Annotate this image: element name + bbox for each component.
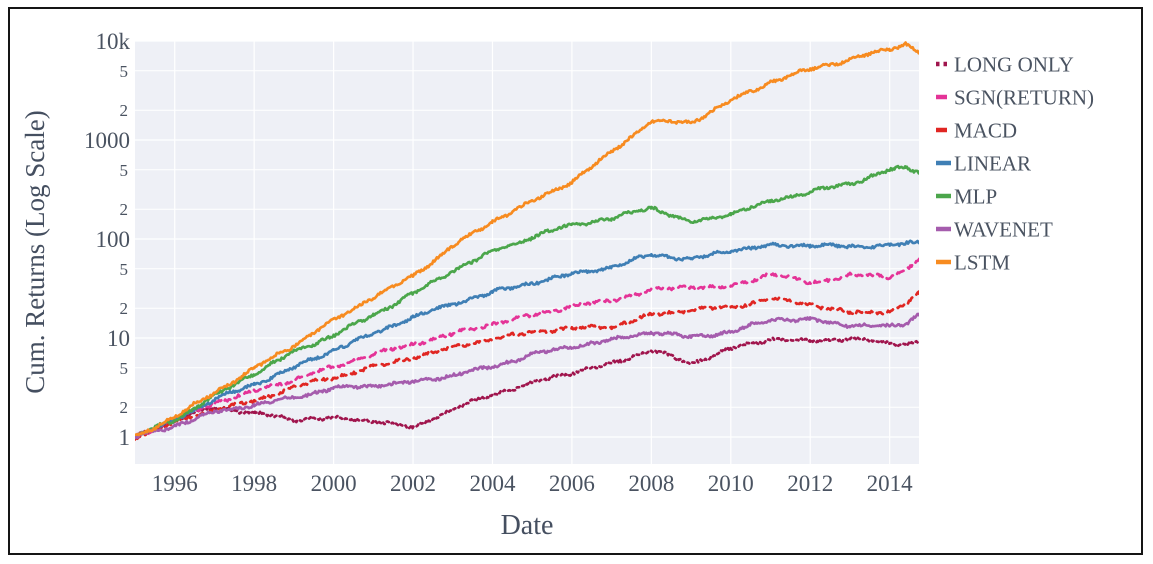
y-tick-minor-20: 2 — [120, 299, 129, 318]
legend-label-wavenet: WAVENET — [954, 218, 1053, 242]
x-tick-2012: 2012 — [787, 471, 833, 496]
legend-label-linear: LINEAR — [954, 152, 1031, 176]
x-tick-2000: 2000 — [311, 471, 357, 496]
series-line-macd — [135, 290, 919, 441]
x-tick-1996: 1996 — [152, 471, 198, 496]
legend-label-macd: MACD — [954, 119, 1017, 143]
x-axis-title: Date — [501, 510, 554, 541]
legend-item-sgn-return[interactable]: SGN(RETURN) — [936, 86, 1094, 110]
y-tick-10000: 10k — [96, 29, 131, 54]
x-tick-2014: 2014 — [867, 471, 914, 496]
plot-area[interactable] — [135, 41, 919, 464]
legend-item-macd[interactable]: MACD — [936, 119, 1017, 143]
legend-label-long-only: LONG ONLY — [954, 53, 1074, 77]
x-tick-2008: 2008 — [628, 471, 674, 496]
series-lines — [135, 41, 919, 441]
y-tick-10: 10 — [107, 326, 130, 351]
x-tick-2002: 2002 — [390, 471, 436, 496]
x-tick-2006: 2006 — [549, 471, 595, 496]
legend-item-wavenet[interactable]: WAVENET — [936, 218, 1053, 242]
gridlines — [135, 40, 919, 464]
legend-item-long-only[interactable]: LONG ONLY — [936, 53, 1074, 77]
legend: LONG ONLY SGN(RETURN) MACD LINEAR MLP WAVENET… — [936, 53, 1094, 275]
series-line-lstm — [135, 41, 919, 437]
y-tick-minor-50: 5 — [120, 260, 129, 279]
x-tick-2004: 2004 — [469, 471, 516, 496]
figure-frame: 1 10 100 1000 10k 2 5 2 5 2 5 2 5 1996 1998 2000 2002 20… — [8, 7, 1143, 555]
y-tick-minor-5: 5 — [120, 359, 129, 378]
y-tick-minor-200: 2 — [120, 200, 129, 219]
y-tick-100: 100 — [96, 227, 131, 252]
y-tick-1: 1 — [119, 425, 131, 450]
series-line-linear — [135, 239, 919, 440]
series-line-long-only — [135, 335, 919, 439]
legend-item-lstm[interactable]: LSTM — [936, 251, 1010, 275]
y-tick-minor-2000: 2 — [120, 101, 129, 120]
series-line-sgn-return — [135, 257, 919, 438]
legend-item-mlp[interactable]: MLP — [936, 185, 997, 209]
y-tick-1000: 1000 — [84, 128, 130, 153]
series-line-wavenet — [135, 312, 919, 440]
y-axis-tick-labels: 1 10 100 1000 10k 2 5 2 5 2 5 2 5 — [84, 29, 131, 450]
x-tick-1998: 1998 — [231, 471, 277, 496]
x-tick-2010: 2010 — [708, 471, 754, 496]
cumulative-returns-chart: 1 10 100 1000 10k 2 5 2 5 2 5 2 5 1996 1998 2000 2002 20… — [20, 29, 1094, 541]
legend-label-mlp: MLP — [954, 185, 997, 209]
legend-label-sgn-return: SGN(RETURN) — [954, 86, 1094, 110]
legend-label-lstm: LSTM — [954, 251, 1010, 275]
y-tick-minor-500: 5 — [120, 161, 129, 180]
y-tick-minor-2: 2 — [120, 398, 129, 417]
y-tick-minor-5000: 5 — [120, 62, 129, 81]
y-axis-title: Cum. Returns (Log Scale) — [20, 110, 50, 393]
x-axis-tick-labels: 1996 1998 2000 2002 2004 2006 2008 2010 2012 2014 — [152, 471, 913, 496]
legend-item-linear[interactable]: LINEAR — [936, 152, 1031, 176]
series-line-mlp — [135, 164, 919, 438]
